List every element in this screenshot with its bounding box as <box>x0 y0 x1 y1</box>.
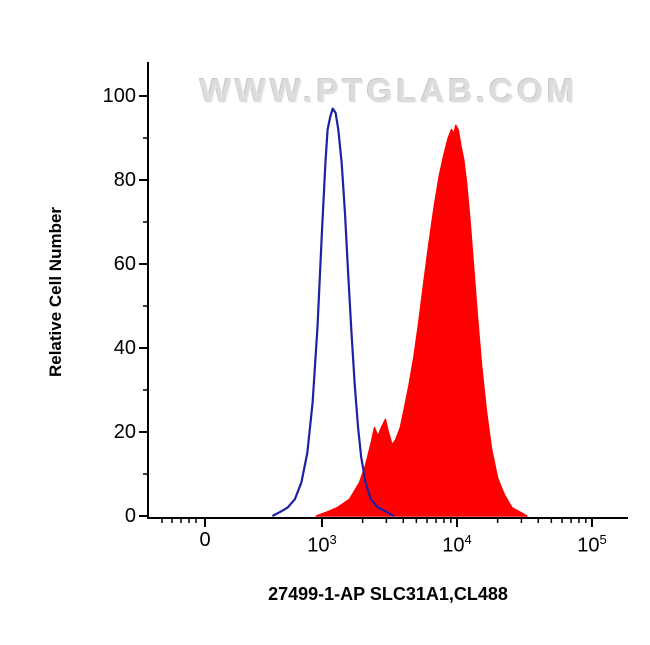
histogram-blue_open_control <box>271 107 395 517</box>
watermark-text: WWW.PTGLAB.COM <box>199 72 579 109</box>
histogram-red_filled_sample <box>315 124 528 517</box>
